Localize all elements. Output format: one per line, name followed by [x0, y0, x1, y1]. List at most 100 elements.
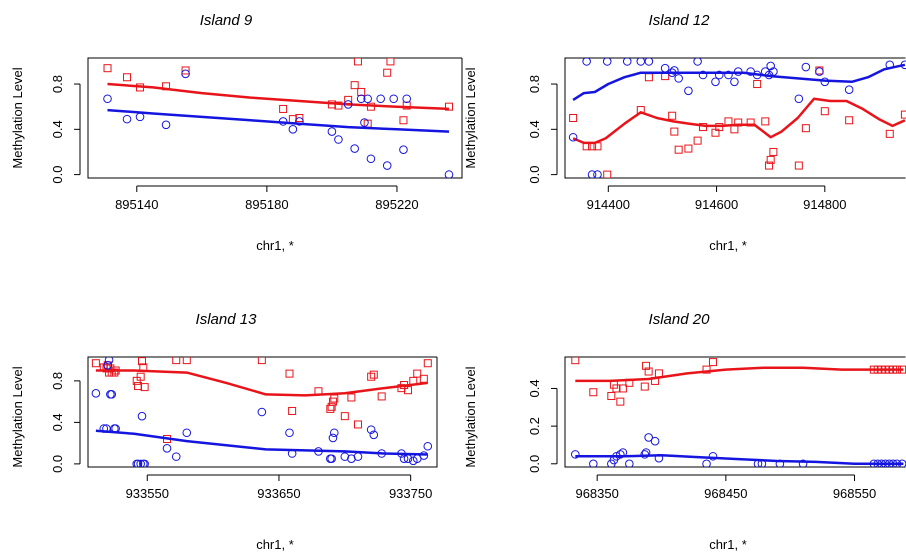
- data-area: [570, 357, 906, 467]
- red-square-point: [136, 83, 145, 92]
- red-square-point: [288, 406, 297, 415]
- red-square-point: [766, 155, 775, 164]
- data-area: [568, 58, 906, 178]
- blue-circle-point: [135, 112, 145, 122]
- red-square-point: [668, 111, 677, 120]
- x-tick-label: 895140: [115, 197, 158, 212]
- red-square-point: [593, 142, 602, 151]
- blue-circle-point: [122, 114, 132, 124]
- blue-circle-point: [641, 448, 651, 457]
- blue-circle-point: [103, 361, 113, 370]
- y-tick-label: 0.4: [50, 413, 65, 431]
- y-tick-label: 0.0: [527, 455, 542, 473]
- data-area: [91, 357, 433, 467]
- red-square-point: [708, 358, 717, 367]
- blue-circle-point: [900, 60, 906, 70]
- blue-circle-point: [568, 132, 578, 142]
- blue-circle-point: [888, 459, 898, 467]
- red-square-point: [444, 102, 453, 111]
- red-square-point: [730, 125, 739, 134]
- red-square-point: [761, 117, 770, 126]
- x-axis-label: chr1, *: [256, 238, 294, 253]
- red-square-point: [674, 145, 683, 154]
- red-square-point: [111, 366, 120, 375]
- plot-frame: [564, 57, 906, 179]
- blue-circle-point: [327, 454, 336, 463]
- blue-circle-point: [625, 459, 634, 467]
- red-square-point: [357, 87, 366, 96]
- red-square-point: [885, 129, 894, 138]
- red-square-point: [734, 118, 743, 127]
- red-square-point: [582, 142, 591, 151]
- blue-circle-point: [171, 452, 181, 461]
- y-tick-label: 0.4: [527, 379, 542, 397]
- blue-circle-point: [730, 77, 739, 87]
- red-square-point: [366, 102, 375, 111]
- red-square-point: [383, 68, 392, 77]
- blue-circle-point: [343, 100, 353, 109]
- blue-circle-point: [589, 459, 598, 467]
- red-square-point: [625, 378, 634, 387]
- red-square-point: [334, 101, 343, 110]
- y-axis-label: Methylation Level: [10, 366, 25, 467]
- blue-circle-point: [593, 170, 602, 178]
- red-square-point: [644, 73, 653, 82]
- y-axis-label: Methylation Level: [463, 67, 478, 168]
- blue-circle-point: [356, 94, 366, 104]
- blue-circle-point: [798, 459, 808, 467]
- red-square-point: [765, 161, 774, 170]
- red-square-point: [642, 361, 651, 370]
- red-square-point: [684, 144, 693, 153]
- blue-circle-point: [161, 120, 171, 130]
- blue-circle-point: [340, 452, 350, 461]
- blue-circle-point: [644, 433, 653, 442]
- blue-circle-point: [182, 428, 192, 438]
- blue-circle-point: [419, 451, 429, 460]
- blue-circle-point: [363, 94, 372, 104]
- y-tick-label: 0.4: [50, 120, 65, 138]
- red-square-point: [571, 357, 580, 365]
- red-square-point: [181, 66, 190, 75]
- blue-circle-point: [140, 459, 149, 467]
- red-square-point: [344, 95, 353, 104]
- red-smooth-line: [95, 369, 428, 397]
- blue-circle-point: [399, 145, 408, 154]
- blue-circle-point: [329, 428, 339, 438]
- blue-circle-point: [136, 459, 145, 467]
- blue-circle-point: [366, 425, 376, 434]
- blue-circle-point: [389, 94, 399, 104]
- blue-circle-point: [103, 94, 112, 104]
- blue-circle-point: [287, 449, 297, 458]
- blue-circle-point: [660, 63, 670, 73]
- blue-circle-point: [288, 125, 298, 134]
- chart-title: Island 12: [649, 12, 711, 29]
- red-square-point: [715, 123, 724, 132]
- red-square-point: [413, 369, 422, 378]
- blue-circle-point: [698, 70, 708, 80]
- blue-circle-point: [670, 66, 679, 75]
- red-square-point: [618, 384, 627, 393]
- blue-circle-point: [684, 86, 693, 96]
- blue-circle-point: [162, 444, 172, 453]
- red-square-point: [820, 107, 829, 116]
- red-square-point: [399, 116, 408, 125]
- red-square-point: [616, 397, 625, 406]
- panel-1: Island 9 895140 895180 895220 chr1, * 0.0 0.4 0…: [10, 12, 463, 253]
- blue-circle-point: [654, 453, 664, 463]
- blue-circle-point: [353, 452, 363, 461]
- blue-circle-point: [724, 70, 733, 80]
- blue-circle-point: [399, 454, 409, 463]
- blue-circle-point: [295, 117, 304, 126]
- red-square-point: [353, 420, 362, 429]
- blue-circle-point: [885, 60, 895, 70]
- blue-circle-point: [674, 74, 683, 83]
- red-square-point: [569, 114, 578, 122]
- blue-circle-point: [408, 456, 418, 466]
- blue-circle-point: [746, 67, 755, 76]
- x-axis-label: chr1, *: [709, 537, 747, 552]
- blue-circle-point: [801, 62, 811, 72]
- chart-title: Island 13: [196, 311, 258, 328]
- blue-circle-point: [640, 450, 650, 459]
- red-square-point: [769, 147, 778, 156]
- red-square-point: [670, 127, 679, 136]
